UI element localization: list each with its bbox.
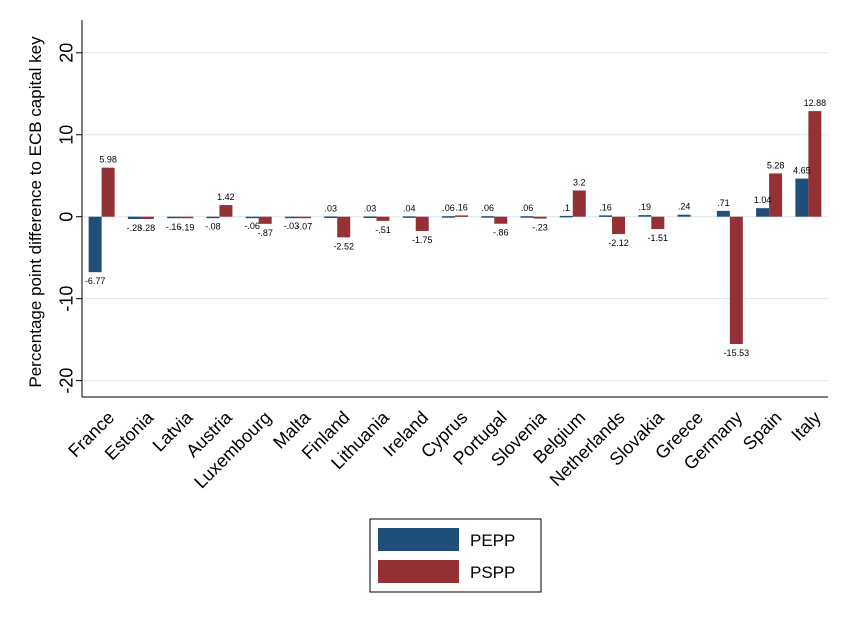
data-label: .16: [599, 202, 612, 212]
data-label: -.08: [205, 221, 221, 231]
bar-pepp-ireland: [402, 216, 416, 218]
bar-pepp-finland: [324, 216, 338, 218]
data-label: -2.12: [608, 238, 629, 248]
y-tick-label: 0: [56, 212, 76, 222]
bar-pepp-spain: [756, 208, 770, 217]
data-label: .1: [563, 203, 571, 213]
data-label: .24: [678, 202, 691, 212]
bar-pepp-slovenia: [520, 216, 534, 218]
axes: [81, 20, 828, 398]
data-label: 3.2: [573, 177, 586, 187]
bar-pspp-cyprus: [455, 215, 468, 217]
y-tick-label: 20: [56, 43, 76, 63]
bar-pspp-latvia: [180, 216, 194, 219]
bar-pepp-slovakia: [638, 215, 652, 217]
data-label: -.07: [297, 221, 313, 231]
data-label: -1.75: [412, 235, 433, 245]
data-label: .71: [717, 198, 730, 208]
data-label: -2.52: [333, 241, 354, 251]
bar-pspp-estonia: [140, 216, 154, 219]
bar-pspp-france: [101, 167, 115, 217]
legend-swatch-pepp: [378, 528, 459, 551]
legend: PEPP PSPP: [369, 518, 542, 593]
y-tick-labels: -20 -10 0 10 20: [56, 43, 82, 394]
data-label: -.51: [375, 225, 391, 235]
data-label: 5.28: [767, 160, 785, 170]
data-label: 5.98: [99, 155, 117, 165]
bar-pepp-germany: [716, 210, 730, 217]
bar-pspp-germany: [729, 216, 743, 344]
data-label: -6.77: [85, 276, 106, 286]
data-label: 4.65: [793, 166, 811, 176]
data-label: -.28: [127, 223, 143, 233]
bars: [88, 111, 822, 344]
data-label: -.28: [140, 223, 156, 233]
bar-pepp-portugal: [481, 216, 495, 218]
bar-pepp-france: [88, 216, 102, 273]
data-label: -.19: [179, 222, 195, 232]
data-label: .06: [521, 203, 534, 213]
data-label: -.23: [532, 223, 548, 233]
y-tick-label: 10: [56, 125, 76, 145]
data-label: -.06: [244, 221, 260, 231]
data-label: .03: [324, 203, 337, 213]
data-label: -.86: [493, 228, 509, 238]
data-label: .03: [364, 203, 377, 213]
bar-pepp-luxembourg: [245, 216, 259, 219]
bar-pspp-italy: [808, 111, 822, 217]
data-label: .16: [455, 202, 468, 212]
data-label: -.03: [284, 221, 300, 231]
bar-pepp-lithuania: [363, 216, 377, 218]
data-label: 1.42: [217, 192, 235, 202]
data-label: -.87: [257, 228, 273, 238]
data-labels: -6.775.98-.28-.28 -.16-.19 -.081.42-.06-.8…: [85, 98, 826, 358]
legend-label-pepp: PEPP: [470, 531, 515, 550]
data-label: -.16: [166, 222, 182, 232]
bar-pspp-slovakia: [651, 216, 665, 230]
bar-pspp-slovenia: [533, 216, 547, 219]
bar-pepp-greece: [677, 214, 691, 217]
bar-pepp-austria: [206, 216, 220, 219]
bar-pepp-italy: [795, 178, 809, 217]
y-tick-label: -10: [56, 286, 76, 312]
bar-pepp-malta: [284, 216, 298, 219]
data-label: 1.04: [754, 195, 772, 205]
bar-pepp-latvia: [167, 216, 181, 219]
bar-pepp-belgium: [559, 215, 573, 218]
data-label: .04: [403, 203, 416, 213]
data-label: -1.51: [648, 233, 669, 243]
legend-swatch-pspp: [378, 560, 459, 583]
bar-pspp-luxembourg: [258, 216, 272, 224]
y-axis-label: Percentage point difference to ECB capit…: [26, 36, 45, 388]
bar-pspp-malta: [297, 216, 311, 219]
data-label: -15.53: [724, 348, 750, 358]
y-tick-label: -20: [56, 368, 76, 394]
bar-pepp-netherlands: [599, 215, 613, 217]
data-label: 12.88: [804, 98, 827, 108]
bar-pepp-cyprus: [442, 216, 455, 218]
bar-pepp-estonia: [127, 216, 141, 219]
legend-label-pspp: PSPP: [470, 563, 515, 582]
bar-pspp-lithuania: [376, 216, 390, 221]
bar-pspp-netherlands: [612, 216, 626, 235]
bar-pspp-portugal: [494, 216, 508, 224]
bar-pspp-spain: [769, 173, 783, 217]
bar-pspp-austria: [219, 205, 233, 217]
data-label: .19: [639, 202, 652, 212]
bar-pspp-ireland: [415, 216, 429, 232]
data-label: .06: [442, 203, 455, 213]
bar-pspp-finland: [337, 216, 351, 238]
data-label: .06: [482, 203, 495, 213]
bar-pspp-belgium: [572, 190, 586, 217]
